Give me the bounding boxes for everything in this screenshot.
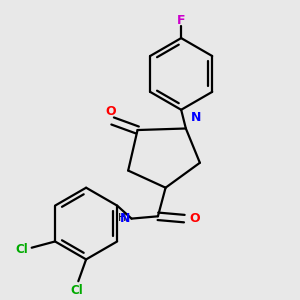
Text: O: O: [189, 212, 200, 225]
Text: Cl: Cl: [16, 243, 28, 256]
Text: H: H: [118, 213, 126, 223]
Text: Cl: Cl: [70, 284, 83, 297]
Text: N: N: [120, 212, 130, 225]
Text: N: N: [190, 111, 201, 124]
Text: O: O: [106, 105, 116, 118]
Text: F: F: [177, 14, 185, 28]
